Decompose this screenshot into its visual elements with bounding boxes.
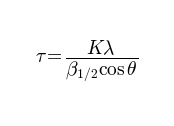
Text: $\tau = \dfrac{K\lambda}{\beta_{1/2} \cos \theta}$: $\tau = \dfrac{K\lambda}{\beta_{1/2} \co… (35, 38, 139, 83)
